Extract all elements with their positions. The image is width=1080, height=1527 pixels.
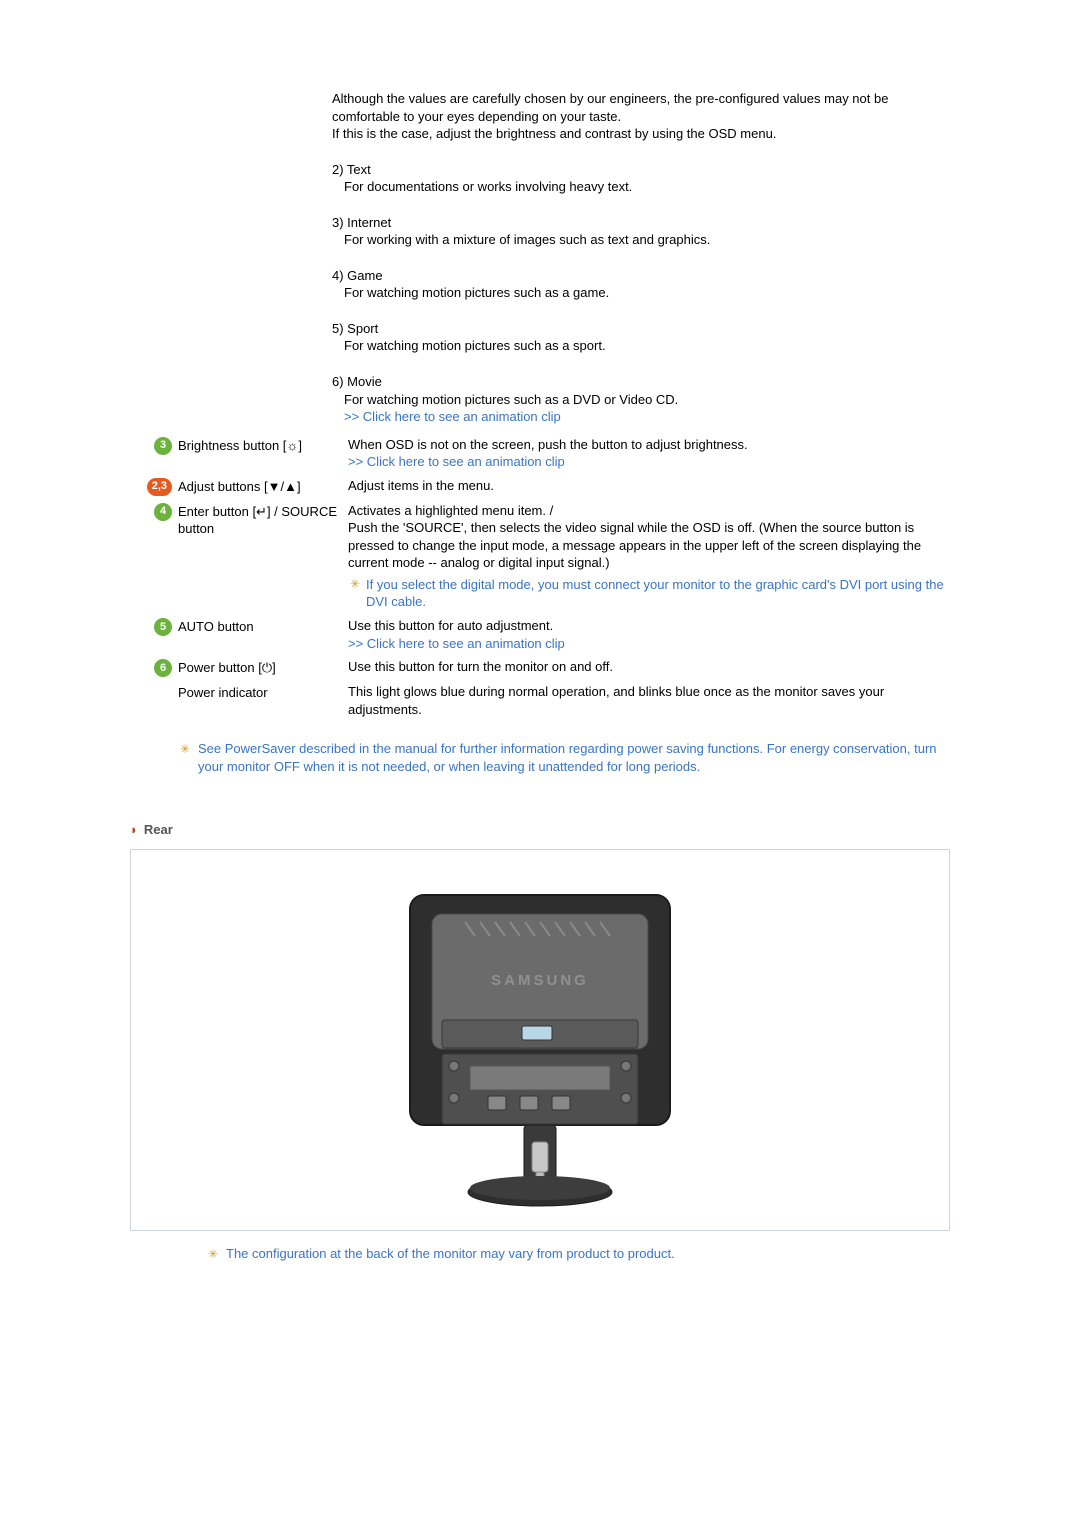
- label-power-button: Power button [⏻]: [178, 658, 348, 677]
- svg-text:SAMSUNG: SAMSUNG: [491, 972, 589, 989]
- badge-5: 5: [154, 618, 172, 636]
- mode-desc: For documentations or works involving he…: [344, 178, 950, 196]
- rear-title: Rear: [144, 821, 173, 839]
- rear-section-header: ◗ Rear: [130, 821, 950, 839]
- intro-block: Although the values are carefully chosen…: [332, 90, 950, 143]
- section-arrow-icon: ◗: [130, 821, 138, 839]
- row-power-button: 6 Power button [⏻] Use this button for t…: [130, 658, 950, 677]
- badge-6: 6: [154, 659, 172, 677]
- brightness-text: When OSD is not on the screen, push the …: [348, 436, 950, 454]
- mode-text: 2) Text For documentations or works invo…: [332, 161, 950, 196]
- intro-para-2: If this is the case, adjust the brightne…: [332, 125, 950, 143]
- mode-sport: 5) Sport For watching motion pictures su…: [332, 320, 950, 355]
- monitor-rear-illustration: SAMSUNG: [370, 870, 710, 1210]
- mode-desc: For working with a mixture of images suc…: [344, 231, 950, 249]
- power-saver-note: ✳ See PowerSaver described in the manual…: [178, 740, 950, 775]
- intro-para-1: Although the values are carefully chosen…: [332, 90, 950, 125]
- row-auto: 5 AUTO button Use this button for auto a…: [130, 617, 950, 652]
- content-power-button: Use this button for turn the monitor on …: [348, 658, 950, 676]
- ps-prefix: See: [198, 741, 225, 756]
- content-enter: Activates a highlighted menu item. / Pus…: [348, 502, 950, 611]
- mode-title: 2) Text: [332, 161, 950, 179]
- badge-3: 3: [154, 437, 172, 455]
- animation-link[interactable]: >> Click here to see an animation clip: [348, 453, 565, 471]
- mode-game: 4) Game For watching motion pictures suc…: [332, 267, 950, 302]
- star-icon: ✳: [206, 1246, 220, 1262]
- mode-desc: For watching motion pictures such as a g…: [344, 284, 950, 302]
- label-auto: AUTO button: [178, 617, 348, 636]
- badge-4: 4: [154, 503, 172, 521]
- mode-desc: For watching motion pictures such as a s…: [344, 337, 950, 355]
- mode-list: 2) Text For documentations or works invo…: [332, 161, 950, 426]
- enter-text: Activates a highlighted menu item. / Pus…: [348, 502, 950, 572]
- ps-rest: described in the manual for further info…: [198, 741, 937, 774]
- mode-title: 6) Movie: [332, 373, 950, 391]
- row-adjust: 2,3 Adjust buttons [▼/▲] Adjust items in…: [130, 477, 950, 496]
- rear-caption-text: The configuration at the back of the mon…: [226, 1245, 675, 1263]
- star-icon: ✳: [348, 576, 362, 592]
- auto-text: Use this button for auto adjustment.: [348, 617, 950, 635]
- label-enter: Enter button [↵] / SOURCE button: [178, 502, 348, 538]
- label-brightness: Brightness button [☼]: [178, 436, 348, 455]
- row-brightness: 3 Brightness button [☼] When OSD is not …: [130, 436, 950, 471]
- badge-2-3: 2,3: [147, 478, 172, 496]
- label-power-indicator: Power indicator: [178, 683, 348, 702]
- star-icon: ✳: [178, 741, 192, 757]
- mode-movie: 6) Movie For watching motion pictures su…: [332, 373, 950, 426]
- mode-title: 5) Sport: [332, 320, 950, 338]
- row-power-indicator: Power indicator This light glows blue du…: [130, 683, 950, 718]
- row-enter: 4 Enter button [↵] / SOURCE button Activ…: [130, 502, 950, 611]
- rear-image-box: SAMSUNG: [130, 849, 950, 1231]
- content-adjust: Adjust items in the menu.: [348, 477, 950, 495]
- enter-note: ✳ If you select the digital mode, you mu…: [348, 576, 950, 611]
- power-saver-link[interactable]: PowerSaver: [225, 741, 296, 756]
- mode-internet: 3) Internet For working with a mixture o…: [332, 214, 950, 249]
- animation-link[interactable]: >> Click here to see an animation clip: [344, 408, 561, 426]
- rear-caption: ✳ The configuration at the back of the m…: [206, 1245, 950, 1263]
- manual-page: Although the values are carefully chosen…: [90, 0, 990, 1342]
- power-saver-text: See PowerSaver described in the manual f…: [198, 740, 950, 775]
- mode-desc: For watching motion pictures such as a D…: [344, 391, 950, 409]
- mode-title: 4) Game: [332, 267, 950, 285]
- mode-title: 3) Internet: [332, 214, 950, 232]
- content-power-indicator: This light glows blue during normal oper…: [348, 683, 950, 718]
- enter-note-text: If you select the digital mode, you must…: [366, 576, 950, 611]
- label-adjust: Adjust buttons [▼/▲]: [178, 477, 348, 496]
- content-brightness: When OSD is not on the screen, push the …: [348, 436, 950, 471]
- animation-link[interactable]: >> Click here to see an animation clip: [348, 635, 565, 653]
- content-auto: Use this button for auto adjustment. >> …: [348, 617, 950, 652]
